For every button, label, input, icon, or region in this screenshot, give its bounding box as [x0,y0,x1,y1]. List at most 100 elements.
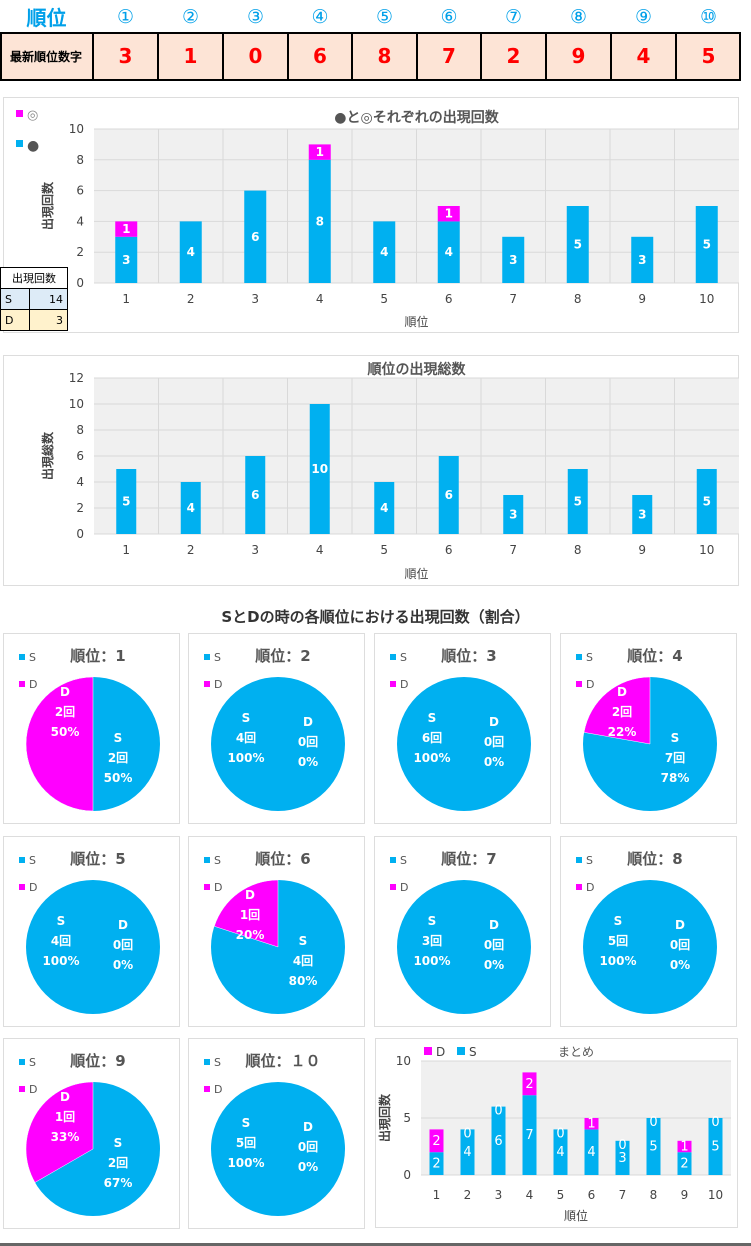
legend-swatch-s [16,140,23,147]
data-label: 1 [587,1117,595,1132]
y-tick-label: 12 [69,371,84,385]
data-label: 8 [316,214,324,228]
y-tick-label: 10 [69,122,84,136]
pie-label-s-count: 4回 [51,934,71,948]
pie-label-s-pct: 100% [42,954,79,968]
data-label: 2 [432,1134,440,1149]
pie-label-s-name: S [428,914,437,928]
pie-slice-d [213,879,279,948]
data-label: 5 [122,495,130,509]
legend-label: S [29,651,36,664]
pie-slice-s [397,677,531,811]
legend-label: S [29,1056,36,1069]
bar-出現総数 [503,495,524,534]
y-tick-label: 8 [76,423,84,437]
pie-title: 順位：4 [626,647,682,665]
pie-label-d-name: D [617,685,627,699]
bar-S [553,1129,568,1175]
legend-label: S [469,1045,477,1059]
pie-title: 順位：3 [440,647,496,665]
pie-label-d-name: D [303,1120,313,1134]
y-tick-label: 4 [76,475,84,489]
x-tick-label: 6 [445,543,453,557]
pie-chart-8: 順位：8 S D S 5回 100% D 0回 0% [560,836,737,1027]
data-label: 2 [525,1077,533,1092]
bar-● [631,236,654,283]
data-label: 5 [703,495,711,509]
pie-chart-10: 順位：１０ S D S 5回 100% D 0回 0% [188,1038,365,1229]
legend-label: S [214,1056,221,1069]
data-label: 5 [574,495,582,509]
bar-出現総数 [245,456,266,534]
bar-出現総数 [309,404,330,534]
data-label: 4 [463,1145,471,1160]
pie-slice-s [211,1082,345,1216]
latest-row-border [0,32,741,81]
legend-label: D [586,881,594,894]
pies-title: SとDの時の各順位における出現回数（割合） [221,608,530,626]
position-4: ④ [311,5,329,28]
x-axis-label: 順位 [564,1208,588,1223]
bar-出現総数 [116,469,137,534]
data-label: 3 [638,508,646,522]
data-label: 0 [463,1126,471,1141]
legend-swatch-s [204,1059,210,1065]
y-tick-label: 0 [76,527,84,541]
pie-label-s-name: S [57,914,66,928]
y-tick-label: 10 [396,1054,411,1068]
data-label: 4 [187,501,195,515]
pie-label-d-pct: 0% [484,958,504,972]
pie-label-s-count: 2回 [108,751,128,765]
y-tick-label: 2 [76,245,84,259]
legend-swatch-d [16,110,23,117]
mini-d-label: D [0,309,30,331]
y-tick-label: 8 [76,153,84,167]
bar-● [115,236,138,283]
x-tick-label: 5 [380,292,388,306]
pie-label-d-pct: 0% [298,755,318,769]
pie-slice-d [583,676,651,745]
pie-slice-s [583,880,717,1014]
pie-label-s-pct: 100% [413,954,450,968]
pie-label-s-count: 4回 [236,731,256,745]
legend-label: ● [27,138,39,154]
pie-label-d-count: 2回 [55,705,75,719]
bar-出現総数 [696,469,717,534]
bar-出現総数 [632,495,653,534]
chart-occurrence-by-type: 0 2 4 6 8 10 1 3 1 2 4 3 6 4 8 1 5 4 6 4 1 7 3 8 5 9 3 10 5 ●と◎それぞれの出… [3,97,739,333]
pie-label-d-pct: 20% [236,928,265,942]
y-axis-label: 出現回数 [40,181,55,230]
pie-slice-s [26,880,160,1014]
legend-label: S [400,854,407,867]
pie-label-s-pct: 67% [104,1176,133,1190]
pie-slice-d [25,1081,94,1183]
pie-label-s-count: 5回 [236,1136,256,1150]
latest-label: 最新順位数字 [0,33,93,79]
x-tick-label: 8 [650,1188,658,1202]
pie-label-d-count: 0回 [484,938,504,952]
data-label: 1 [316,145,324,159]
pie-label-d-name: D [303,715,313,729]
x-tick-label: 4 [526,1188,534,1202]
bar-● [437,221,460,283]
x-tick-label: 8 [574,292,582,306]
position-10: ⑩ [699,5,718,28]
pie-label-s-name: S [428,711,437,725]
data-label: 4 [445,245,453,259]
bar-● [566,206,589,283]
pie-label-d-name: D [60,1090,70,1104]
pie-label-d-count: 0回 [113,938,133,952]
rank-header: 順位 [26,6,67,30]
latest-digit-8: 9 [546,33,611,79]
mini-s-label: S [0,288,30,310]
legend-label: S [586,854,593,867]
x-tick-label: 4 [316,292,324,306]
x-tick-label: 2 [187,292,195,306]
bar-S [677,1152,692,1175]
bar-● [502,236,525,283]
legend-label: D [29,678,37,691]
mini-table-title: 出現回数 [0,267,68,289]
data-label: 0 [649,1115,657,1130]
legend-label: S [29,854,36,867]
